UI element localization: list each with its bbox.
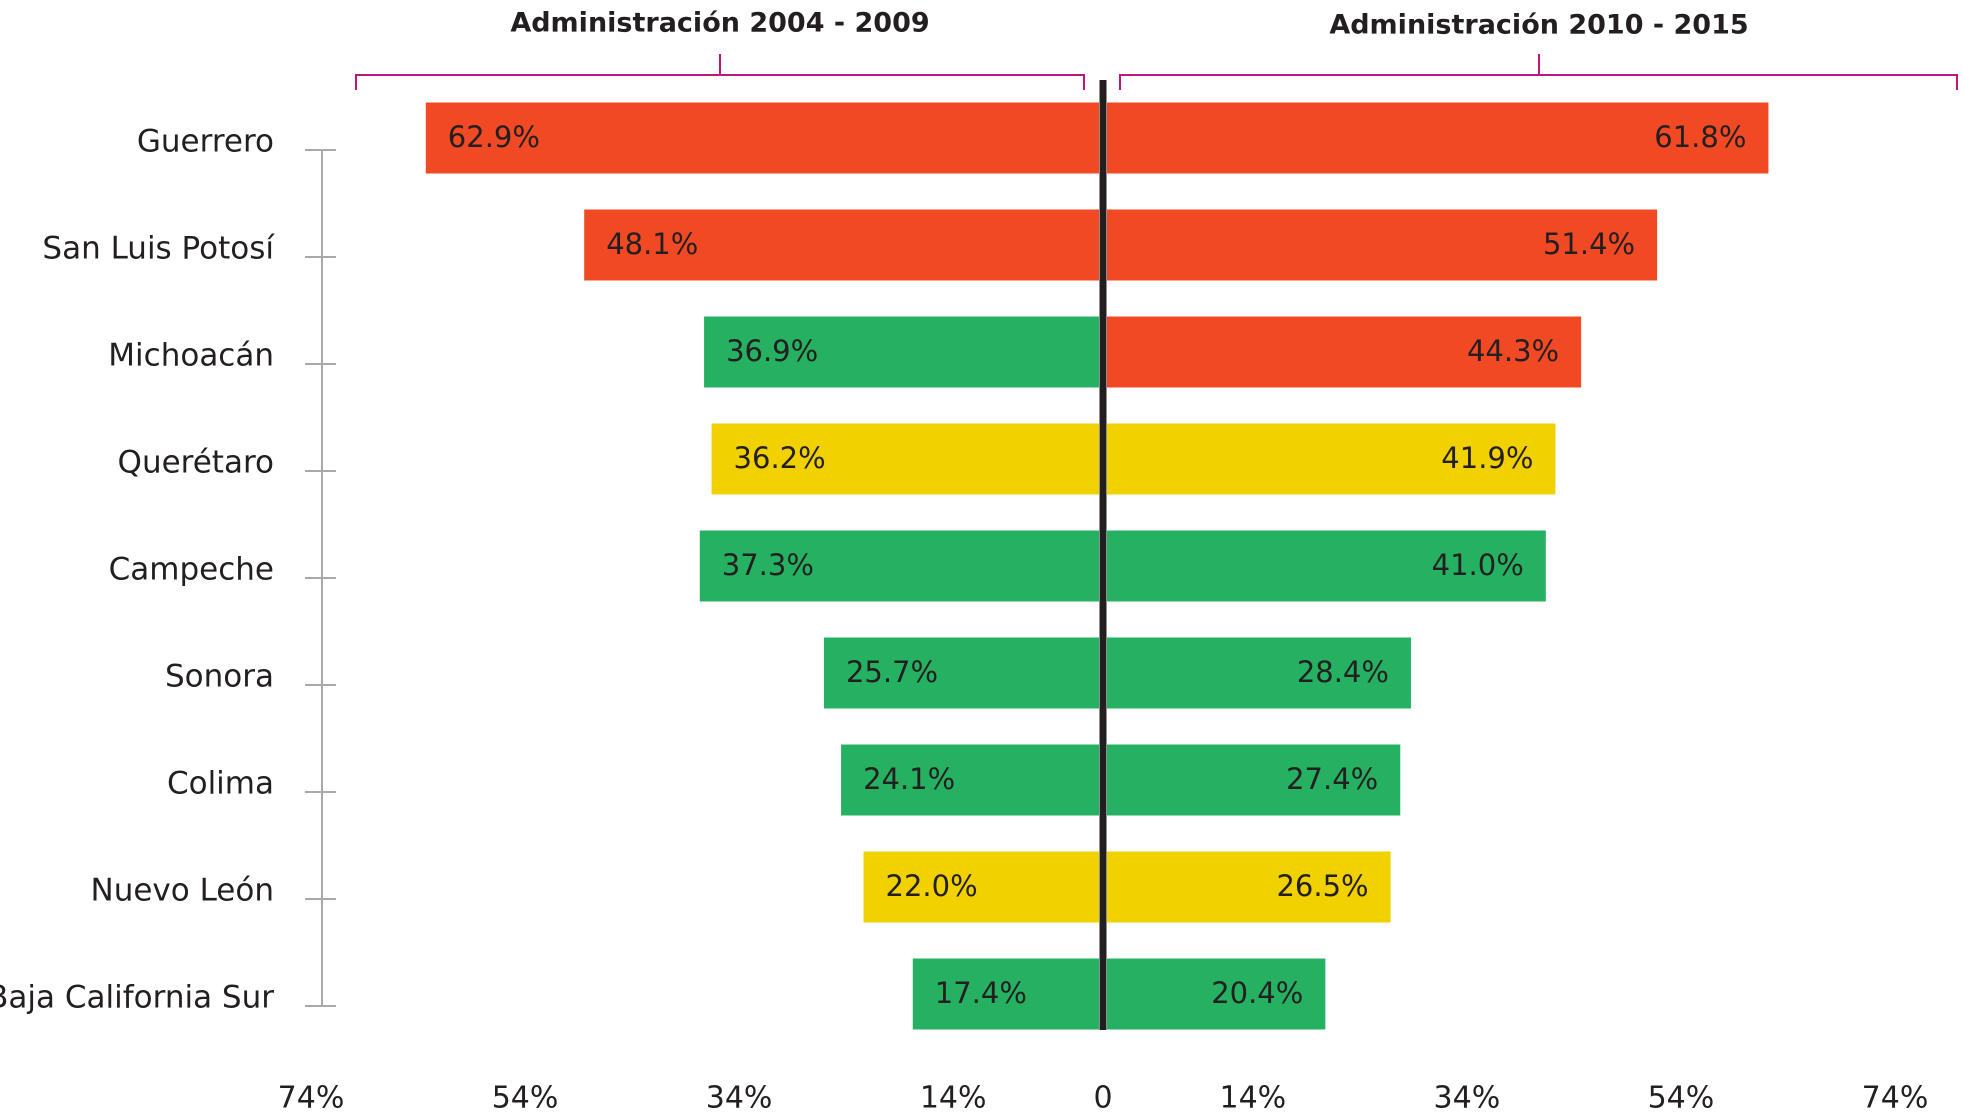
- value-label: 48.1%: [606, 227, 698, 261]
- bar: [1107, 958, 1326, 1030]
- category-label: Nuevo León: [91, 873, 275, 909]
- value-label: 51.4%: [1543, 227, 1635, 261]
- category-label: Colima: [167, 766, 274, 802]
- bar: [1107, 316, 1582, 388]
- category-label: Guerrero: [137, 124, 274, 160]
- x-tick-label: 0: [1093, 1081, 1112, 1115]
- value-label: 20.4%: [1211, 976, 1303, 1010]
- bar: [425, 102, 1099, 174]
- x-tick-label: 34%: [1434, 1081, 1501, 1115]
- bar: [1107, 423, 1556, 495]
- value-label: 25.7%: [846, 655, 938, 689]
- value-label: 26.5%: [1276, 869, 1368, 903]
- bar: [1107, 744, 1401, 816]
- value-label: 36.9%: [726, 334, 818, 368]
- value-label: 41.9%: [1441, 441, 1533, 475]
- x-tick-label: 14%: [920, 1081, 987, 1115]
- value-label: 41.0%: [1432, 548, 1524, 582]
- bar: [823, 637, 1099, 709]
- right-header: Administración 2010 - 2015: [1329, 10, 1748, 41]
- bar: [1107, 851, 1391, 923]
- x-tick-label: 54%: [492, 1081, 559, 1115]
- left-bracket: [355, 54, 1085, 90]
- bar: [699, 530, 1099, 602]
- bar: [704, 316, 1099, 388]
- x-tick-label: 74%: [1862, 1081, 1929, 1115]
- category-label: San Luis Potosí: [42, 231, 275, 267]
- value-label: 44.3%: [1467, 334, 1559, 368]
- brackets: [355, 54, 1958, 90]
- x-tick-label: 74%: [278, 1081, 345, 1115]
- value-label: 61.8%: [1654, 120, 1746, 154]
- bar: [1107, 209, 1658, 281]
- category-label: Querétaro: [118, 445, 274, 481]
- bar: [1107, 530, 1546, 602]
- value-label: 17.4%: [935, 976, 1027, 1010]
- value-label: 24.1%: [863, 762, 955, 796]
- x-tick-label: 34%: [706, 1081, 773, 1115]
- bar: [584, 209, 1099, 281]
- value-label: 27.4%: [1286, 762, 1378, 796]
- bar: [863, 851, 1099, 923]
- left-header: Administración 2004 - 2009: [510, 8, 929, 39]
- value-label: 22.0%: [886, 869, 978, 903]
- value-label: 28.4%: [1297, 655, 1389, 689]
- category-label: Michoacán: [108, 338, 274, 374]
- category-label: Campeche: [109, 552, 274, 588]
- category-label: Sonora: [165, 659, 274, 695]
- bar: [1107, 637, 1411, 709]
- bar: [1107, 102, 1769, 174]
- x-tick-label: 54%: [1648, 1081, 1715, 1115]
- value-label: 36.2%: [734, 441, 826, 475]
- bar: [711, 423, 1099, 495]
- value-label: 37.3%: [722, 548, 814, 582]
- bar: [912, 958, 1099, 1030]
- x-tick-label: 14%: [1219, 1081, 1286, 1115]
- category-label: Baja California Sur: [0, 980, 274, 1016]
- value-label: 62.9%: [448, 120, 540, 154]
- right-bracket: [1119, 54, 1958, 90]
- bar: [841, 744, 1099, 816]
